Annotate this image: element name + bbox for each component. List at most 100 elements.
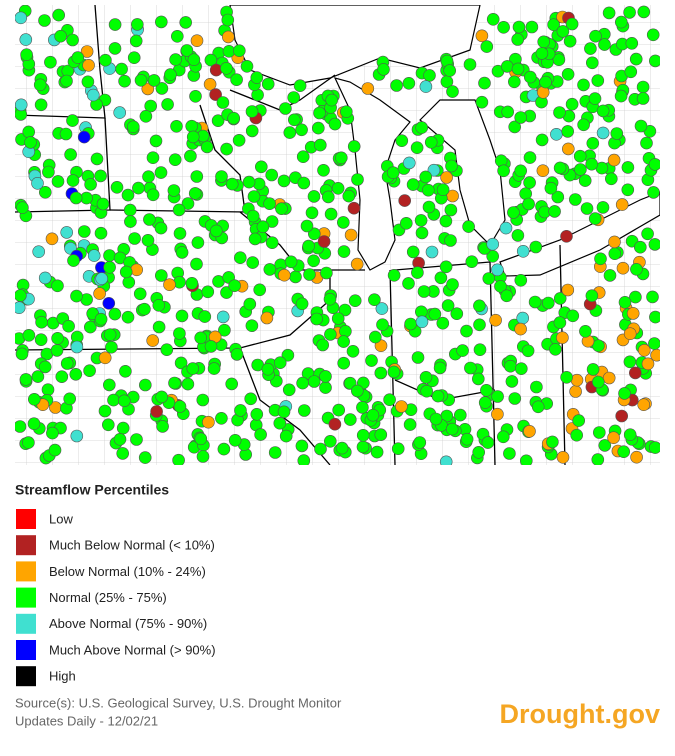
gauge-dot	[139, 110, 153, 123]
gauge-dot	[246, 209, 260, 223]
gauge-dot	[103, 378, 116, 392]
gauge-dot	[207, 362, 221, 375]
gauge-dot	[507, 206, 520, 219]
gauge-dot	[141, 234, 155, 247]
gauge-dot	[489, 313, 502, 327]
gauge-dot	[446, 85, 459, 98]
gauge-dot	[268, 446, 282, 459]
gauge-dot	[248, 232, 262, 246]
gauge-dot	[486, 237, 500, 251]
gauge-dot	[33, 78, 47, 92]
gauge-dot	[254, 160, 268, 174]
gauge-dot	[608, 235, 621, 249]
gauge-dot	[610, 127, 624, 140]
gauge-dot	[66, 174, 80, 187]
gauge-dot	[511, 33, 525, 46]
gauge-dot	[70, 289, 83, 303]
gauge-dot	[228, 433, 242, 447]
gauge-dot	[63, 392, 76, 406]
gauge-dot	[93, 287, 106, 300]
gauge-dot	[131, 18, 144, 31]
gauge-dot	[569, 385, 582, 398]
gauge-dot	[254, 428, 267, 441]
gauge-dot	[623, 6, 636, 19]
gauge-dot	[383, 393, 396, 407]
gauge-dot	[456, 344, 469, 357]
legend-label: Normal (25% - 75%)	[49, 590, 167, 605]
gauge-dot	[295, 123, 308, 137]
gauge-dot	[138, 302, 151, 316]
gauge-dot	[323, 292, 337, 306]
gauge-dot	[511, 229, 525, 242]
gauge-dot	[553, 106, 566, 119]
gauge-dot	[415, 315, 429, 329]
gauge-dot	[343, 413, 357, 426]
gauge-dot	[579, 324, 592, 338]
gauge-dot	[649, 54, 660, 68]
gauge-dot	[523, 70, 537, 84]
gauge-dot	[216, 310, 230, 324]
gauge-dot	[281, 348, 295, 362]
gauge-dot	[478, 76, 491, 90]
gauge-dot	[317, 235, 331, 248]
gauge-dot	[473, 343, 487, 357]
gauge-dot	[356, 401, 369, 414]
gauge-dot	[648, 441, 660, 454]
brand: Drought.gov	[500, 699, 660, 729]
gauge-dot	[516, 311, 530, 325]
gauge-dot	[161, 98, 174, 111]
gauge-dot	[475, 29, 489, 43]
gauge-dot	[80, 45, 94, 58]
gauge-dot	[486, 12, 500, 26]
gauge-dot	[336, 216, 350, 229]
gauge-dot	[277, 268, 291, 282]
gauge-dot	[586, 137, 600, 150]
gauge-dot	[297, 176, 311, 190]
gauge-dot	[138, 451, 152, 464]
gauge-dot	[69, 367, 83, 381]
gauge-dot	[604, 172, 618, 186]
gauge-dot	[115, 62, 128, 76]
gauge-dot	[263, 263, 277, 276]
gauge-dot	[596, 126, 610, 140]
gauge-dot	[436, 183, 450, 196]
gauge-dot	[287, 91, 301, 104]
gauge-dot	[102, 418, 115, 432]
gauge-dot	[585, 56, 599, 70]
gauge-dot	[574, 163, 587, 176]
gauge-dot	[77, 130, 91, 144]
gauge-dot	[623, 327, 637, 341]
gauge-dot	[20, 48, 33, 62]
gauge-dot	[31, 370, 45, 383]
gauge-dot	[525, 20, 539, 34]
gauge-dot	[539, 75, 552, 89]
gauge-dot	[626, 307, 640, 320]
gauge-dot	[331, 312, 345, 325]
gauge-dot	[141, 82, 155, 96]
gauge-dot	[556, 331, 569, 345]
gauge-dot	[172, 453, 185, 465]
gauge-dot	[319, 370, 332, 383]
gauge-dot	[119, 265, 133, 279]
gauge-dot	[163, 278, 176, 292]
gauge-dot	[175, 309, 189, 323]
gauge-dot	[535, 133, 549, 147]
gauge-dot	[586, 363, 600, 376]
gauge-dot	[588, 92, 602, 105]
gauge-dot	[228, 279, 241, 293]
gauge-dot	[15, 420, 27, 433]
gauge-dot	[90, 152, 104, 166]
gauge-dot	[530, 380, 543, 394]
gauge-dot	[588, 212, 602, 225]
gauge-dots	[15, 5, 660, 465]
gauge-dot	[561, 283, 575, 297]
gauge-dot	[623, 428, 637, 442]
gauge-dot	[494, 279, 507, 293]
gauge-dot	[339, 324, 352, 338]
gauge-dot	[261, 362, 275, 376]
gauge-dot	[433, 361, 447, 375]
gauge-dot	[181, 377, 195, 391]
gauge-dot	[50, 344, 64, 357]
gauge-dot	[139, 378, 152, 392]
gauge-dot	[535, 47, 549, 60]
